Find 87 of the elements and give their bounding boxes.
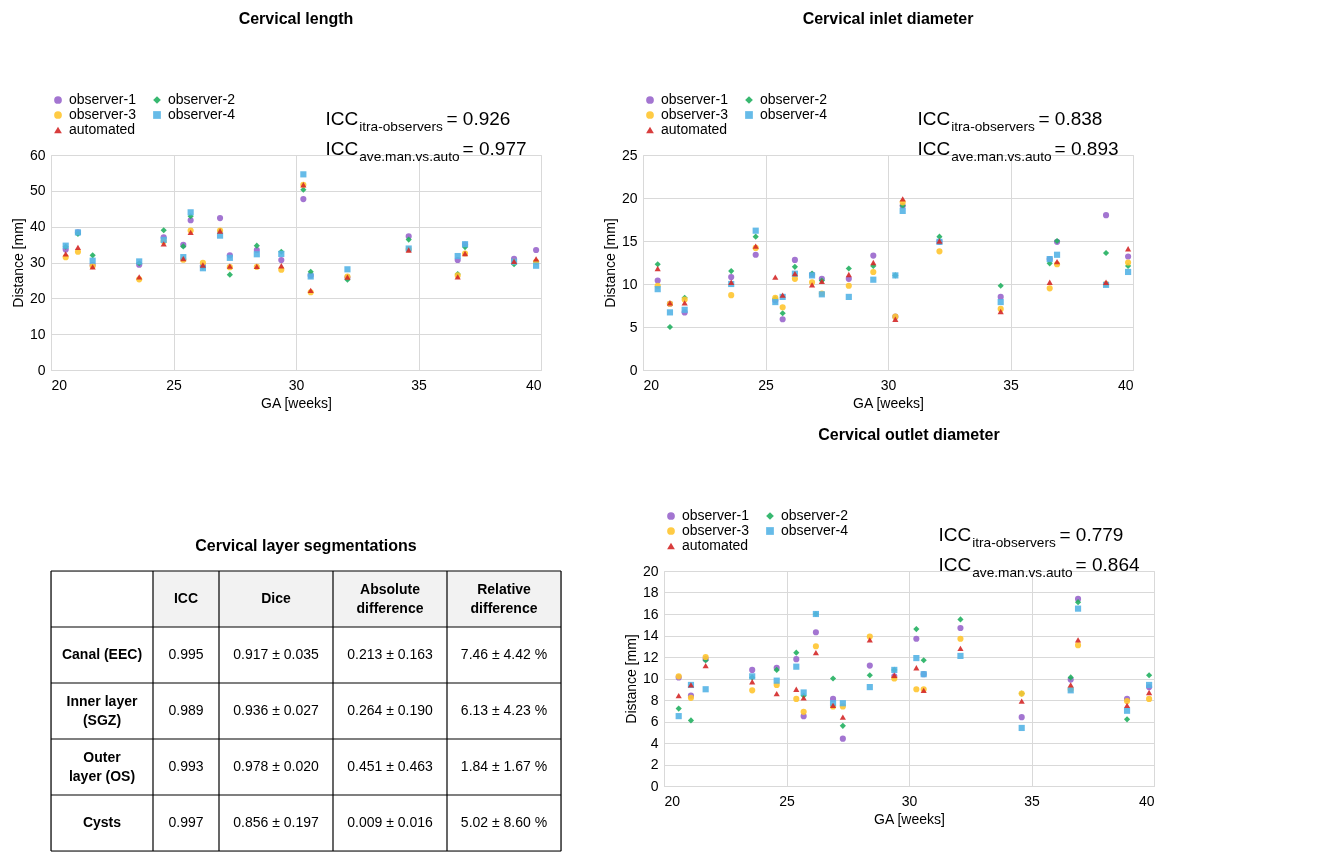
y-tick-label: 40: [29, 218, 46, 235]
legend-label: observer-4: [781, 522, 849, 538]
legend-label: observer-2: [168, 91, 236, 107]
legend-label: observer-2: [781, 507, 849, 523]
y-tick-label: 20: [29, 289, 46, 306]
legend-label: observer-2: [760, 91, 828, 107]
y-tick-label: 18: [642, 584, 659, 600]
y-tick-label: 15: [621, 232, 638, 249]
legend-label: automated: [682, 537, 749, 553]
legend-label: observer-3: [661, 106, 729, 122]
legend-label: automated: [661, 121, 728, 137]
text: 0.264 ± 0.190: [347, 702, 433, 718]
text: Cervical layer segmentations: [195, 537, 417, 555]
chart-title: Cervical length: [238, 10, 354, 27]
y-tick-label: 60: [29, 146, 46, 163]
y-tick-label: 6: [650, 713, 659, 729]
x-tick-label: 30: [880, 376, 897, 393]
category-label: Cysts: [82, 814, 122, 830]
text: 6.13 ± 4.23 %: [460, 702, 548, 718]
y-tick-label: 10: [642, 670, 659, 686]
x-tick-label: 30: [288, 376, 305, 393]
legend-label: observer-4: [760, 106, 828, 122]
chart-title: Cervical inlet diameter: [802, 10, 974, 27]
text: 5.02 ± 8.60 %: [460, 814, 548, 830]
category-label: Absolute difference: [356, 580, 424, 616]
x-tick-label: 25: [166, 376, 182, 393]
y-tick-label: 16: [642, 605, 659, 622]
y-tick-label: 0: [37, 361, 46, 378]
y-axis-title: Distance [mm]: [9, 218, 26, 308]
text: 0.009 ± 0.016: [347, 814, 433, 830]
text: 0.993: [168, 758, 204, 774]
x-axis-title: GA [weeks]: [261, 394, 332, 411]
text: 0.213 ± 0.163: [347, 646, 433, 662]
y-tick-label: 5: [629, 318, 638, 335]
y-tick-label: 10: [621, 275, 638, 292]
x-tick-label: 40: [1117, 376, 1134, 393]
x-tick-label: 20: [51, 376, 68, 393]
y-tick-label: 25: [621, 146, 638, 163]
text: 0.936 ± 0.027: [233, 702, 319, 718]
text: 0.995: [168, 646, 204, 662]
category-label: Outer layer (OS): [68, 748, 136, 784]
text: 0.451 ± 0.463: [347, 758, 433, 774]
text: 1.84 ± 1.67 %: [460, 758, 548, 774]
y-tick-label: 50: [29, 182, 46, 199]
chart-title: Cervical outlet diameter: [818, 426, 1000, 443]
legend-label: observer-1: [661, 91, 729, 107]
text: 0.917 ± 0.035: [233, 646, 319, 662]
text: 7.46 ± 4.42 %: [460, 646, 548, 662]
y-axis-title: Distance [mm]: [622, 634, 639, 724]
category-label: Canal (EEC): [61, 646, 143, 662]
y-tick-label: 20: [621, 189, 638, 206]
legend-label: observer-3: [682, 522, 750, 538]
y-tick-label: 30: [29, 254, 46, 270]
category-label: Relative difference: [470, 580, 538, 616]
y-tick-label: 20: [642, 562, 659, 579]
legend-label: observer-4: [168, 106, 236, 122]
x-tick-label: 40: [1138, 792, 1155, 809]
legend-label: observer-1: [69, 91, 137, 107]
legend-label: observer-3: [69, 106, 137, 122]
legend-label: automated: [69, 121, 136, 137]
text: 0.978 ± 0.020: [233, 758, 319, 774]
x-tick-label: 25: [758, 376, 774, 393]
y-axis-title: Distance [mm]: [601, 218, 618, 308]
x-tick-label: 30: [901, 792, 918, 809]
category-label: Inner layer (SGZ): [66, 692, 138, 728]
y-tick-label: 0: [650, 777, 659, 794]
x-tick-label: 35: [411, 376, 427, 393]
category-label: Dice: [261, 590, 291, 606]
y-tick-label: 2: [650, 756, 659, 772]
x-axis-title: GA [weeks]: [874, 810, 945, 827]
x-tick-label: 25: [779, 792, 795, 809]
y-tick-label: 14: [642, 627, 659, 643]
y-tick-label: 0: [629, 361, 638, 378]
y-tick-label: 12: [642, 648, 659, 665]
x-tick-label: 40: [525, 376, 542, 393]
x-axis-title: GA [weeks]: [853, 394, 924, 411]
text: 0.989: [168, 702, 204, 718]
category-label: ICC: [173, 590, 199, 606]
text: 0.997: [168, 814, 204, 830]
y-tick-label: 4: [650, 734, 659, 751]
legend-label: observer-1: [682, 507, 750, 523]
x-tick-label: 20: [664, 792, 681, 809]
text: 0.856 ± 0.197: [233, 814, 319, 830]
x-tick-label: 35: [1003, 376, 1019, 393]
x-tick-label: 35: [1024, 792, 1040, 809]
y-tick-label: 8: [650, 691, 659, 708]
y-tick-label: 10: [29, 325, 46, 342]
